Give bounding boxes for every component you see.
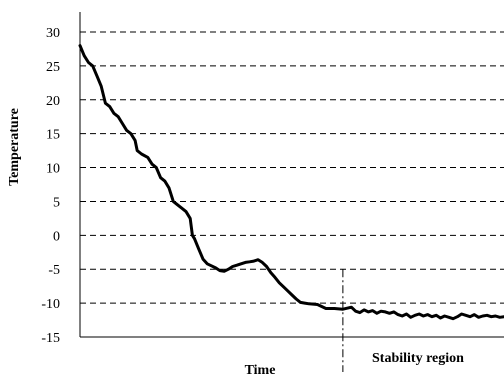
- y-tick-label: -15: [41, 331, 60, 346]
- y-tick-label: -5: [48, 263, 60, 278]
- y-axis-title: Temperature: [7, 108, 22, 186]
- y-tick-label: 15: [46, 128, 60, 143]
- series-layer: [78, 44, 504, 321]
- grid-layer: [80, 31, 504, 304]
- y-tick-label: 30: [46, 26, 60, 41]
- y-tick-label: 10: [46, 162, 60, 177]
- stability-region-label: Stability region: [372, 351, 464, 366]
- x-axis-title: Time: [245, 363, 276, 378]
- y-tick-label: 20: [46, 94, 60, 109]
- temperature-series-line: [78, 44, 504, 321]
- axis-layer: [79, 12, 504, 338]
- y-tick-label: -10: [41, 297, 60, 312]
- y-tick-label: 0: [53, 229, 60, 244]
- y-tick-label: 5: [53, 195, 60, 210]
- annotation-layer: Stability region: [342, 269, 464, 372]
- y-tick-label: 25: [46, 60, 60, 75]
- tick-layer: 30 25 20 15 10 5 0 -5 -10 -15: [41, 26, 60, 346]
